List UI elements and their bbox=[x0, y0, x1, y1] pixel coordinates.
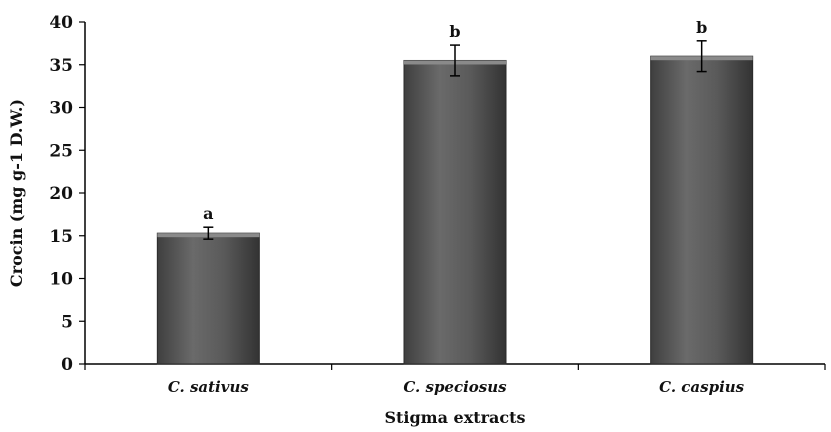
bar bbox=[156, 232, 260, 365]
x-axis-title: Stigma extracts bbox=[384, 408, 525, 427]
significance-label: b bbox=[696, 18, 707, 37]
y-tick-label: 15 bbox=[49, 227, 73, 247]
x-tick-label: C. caspius bbox=[659, 378, 745, 396]
significance-labels: a b b bbox=[203, 18, 707, 223]
x-tick-label: C. speciosus bbox=[403, 378, 507, 396]
y-tick-label: 40 bbox=[49, 13, 73, 33]
y-tick-label: 5 bbox=[61, 312, 73, 332]
significance-label: a bbox=[203, 204, 213, 223]
significance-label: b bbox=[449, 22, 460, 41]
bars bbox=[156, 55, 754, 365]
x-tick-label: C. sativus bbox=[168, 378, 250, 396]
y-tick-label: 35 bbox=[49, 56, 73, 76]
y-tick-label: 25 bbox=[49, 141, 73, 161]
y-tick-label: 0 bbox=[61, 355, 73, 375]
error-bars bbox=[203, 40, 707, 240]
y-tick-label: 20 bbox=[49, 184, 73, 204]
bar bbox=[403, 59, 507, 365]
bar bbox=[650, 55, 754, 365]
y-axis: 0 5 10 15 20 25 30 35 40 bbox=[49, 13, 86, 375]
x-axis: C. sativus C. speciosus C. caspius bbox=[84, 363, 826, 396]
y-tick-label: 10 bbox=[49, 270, 73, 290]
y-axis-title: Crocin (mg g-1 D.W.) bbox=[7, 99, 26, 287]
y-tick-label: 30 bbox=[49, 99, 73, 119]
